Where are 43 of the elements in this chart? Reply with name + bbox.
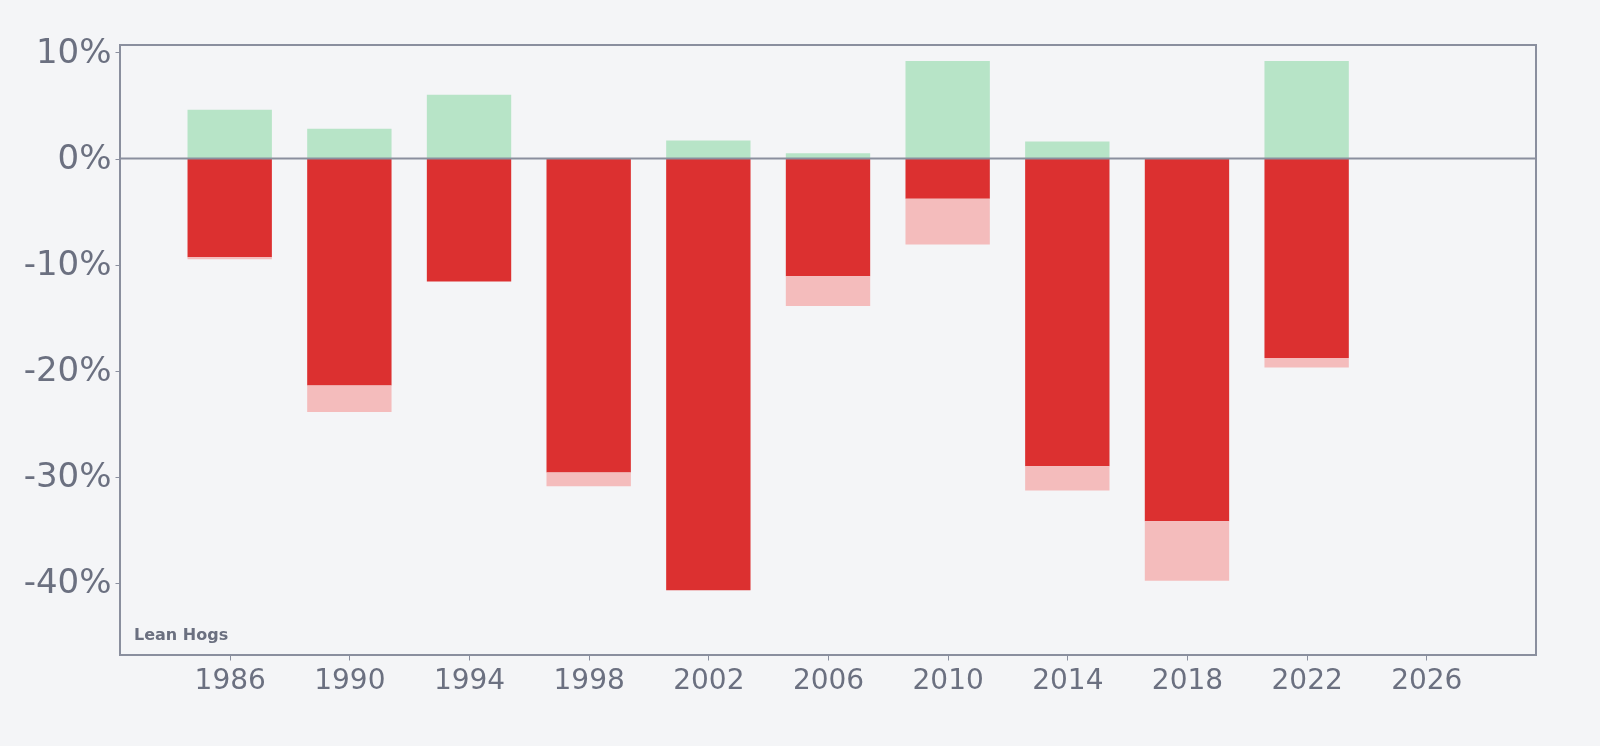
bar [187,158,272,258]
x-tick-label: 2014 [1032,662,1104,696]
bar [1025,466,1110,491]
x-tick-label: 2018 [1151,662,1224,696]
y-tick-label: 0% [57,137,112,178]
y-tick-label: -10% [23,243,112,284]
bar [426,158,512,282]
bar [307,158,392,386]
bar [905,158,990,199]
bar [905,198,990,245]
x-tick-label: 1994 [433,662,506,696]
bar [187,257,272,260]
bar [1025,158,1110,467]
annotation: Lean Hogs [134,625,229,644]
x-tick-label: 2022 [1271,662,1343,696]
bar [546,158,631,473]
x-tick-label: 2006 [792,662,865,696]
x-tick-label: 1986 [194,662,266,696]
bar [307,128,392,159]
bar [187,109,272,159]
y-tick-label: -40% [23,561,112,602]
bar [546,472,631,487]
x-tick-label: 2010 [912,662,984,696]
bar [1264,357,1349,368]
bar [785,158,871,277]
x-tick-label: 1990 [314,662,386,696]
bar [905,60,990,159]
bar [1144,158,1230,522]
bar [785,276,871,306]
x-tick-label: 2002 [673,662,745,696]
bar [1264,158,1349,358]
bar [666,140,751,159]
bar [1144,521,1230,581]
bar [1025,141,1110,159]
x-tick-label: 2026 [1391,662,1463,696]
y-tick-label: -20% [23,349,112,390]
y-tick-label: 10% [35,30,112,71]
bar [666,158,751,591]
bar [426,94,512,159]
x-tick-label: 1998 [553,662,625,696]
bar [307,385,392,413]
y-tick-label: -30% [23,455,112,496]
bar [1264,60,1349,159]
